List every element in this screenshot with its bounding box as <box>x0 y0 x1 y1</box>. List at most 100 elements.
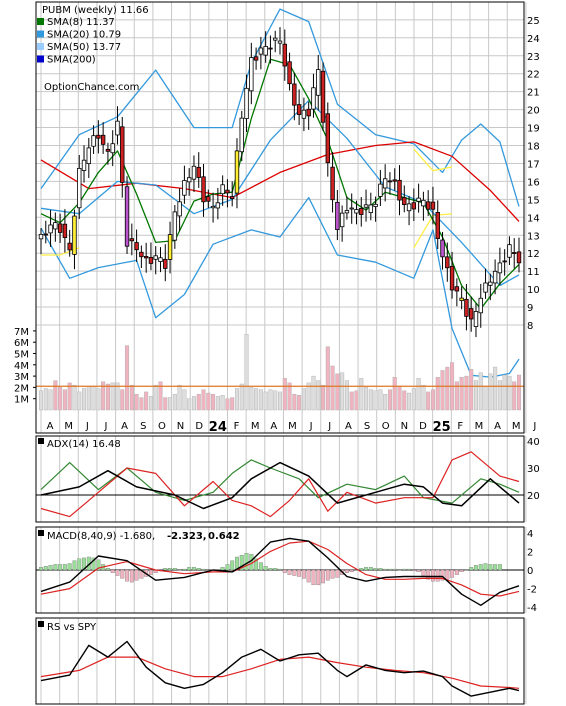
month-label: D <box>195 421 203 432</box>
volume-bar <box>168 397 173 411</box>
macd-histogram-bar <box>474 565 478 571</box>
candle-body <box>430 201 436 210</box>
volume-bar <box>148 396 153 411</box>
candle-body <box>72 215 77 255</box>
volume-bar <box>220 395 225 411</box>
month-label: F <box>457 421 463 432</box>
month-label: N <box>401 421 408 432</box>
candle-body <box>421 199 426 207</box>
candle-body <box>48 224 53 234</box>
macd-histogram-bar <box>407 568 412 571</box>
legend-swatch <box>37 30 44 38</box>
volume-bar <box>249 387 254 411</box>
macd-hist-value: 0.642 <box>208 531 240 542</box>
volume-bar <box>316 380 321 411</box>
volume-bar <box>330 365 335 411</box>
candle-body <box>344 210 350 214</box>
macd-histogram-bar <box>387 568 392 571</box>
candle-body <box>368 204 374 213</box>
volume-bar <box>373 390 378 411</box>
macd-histogram-bar <box>110 569 115 573</box>
volume-bar <box>72 384 77 411</box>
volume-bar <box>172 393 177 411</box>
volume-bar <box>292 393 297 411</box>
macd-histogram-bar <box>72 560 77 571</box>
candle-body <box>163 258 168 269</box>
macd-histogram-bar <box>325 569 330 581</box>
macd-histogram-bar <box>201 568 206 571</box>
volume-bar <box>502 374 507 411</box>
rs-legend-swatch <box>38 621 44 627</box>
candle-body <box>488 281 493 286</box>
month-label: A <box>121 421 128 432</box>
macd-histogram-bar <box>373 567 378 571</box>
volume-y-tick-label: 2M <box>14 383 29 394</box>
candle-body <box>258 47 264 55</box>
month-label: A <box>270 421 277 432</box>
macd-histogram-bar <box>177 569 182 571</box>
macd-histogram-bar <box>493 564 498 571</box>
volume-bar <box>469 369 474 411</box>
volume-y-tick-label: 7M <box>14 327 29 338</box>
candle-body <box>363 204 369 208</box>
macd-signal-value: -2.323, <box>167 531 207 542</box>
candle-body <box>38 233 44 240</box>
volume-bar <box>464 375 469 411</box>
macd-histogram-bar <box>129 569 134 583</box>
macd-histogram-bar <box>287 569 292 575</box>
macd-histogram-bar <box>134 569 139 581</box>
month-label: O <box>158 421 166 432</box>
macd-histogram-bar <box>58 564 63 571</box>
macd-histogram-bar <box>268 567 273 571</box>
candle-body <box>516 251 522 264</box>
volume-bar <box>445 366 450 411</box>
macd-histogram-bar <box>77 558 82 571</box>
macd-histogram-bar <box>192 567 196 571</box>
volume-bar <box>402 390 407 411</box>
macd-histogram-bar <box>469 567 474 571</box>
volume-bar <box>144 391 149 411</box>
macd-histogram-bar <box>292 569 297 576</box>
volume-bar <box>96 388 101 411</box>
volume-y-tick-label: 5M <box>14 350 29 361</box>
month-label: S <box>364 421 370 432</box>
candle-body <box>62 223 68 238</box>
candle-body <box>512 252 517 254</box>
volume-bar <box>397 386 402 411</box>
candle-body <box>406 203 412 212</box>
month-label: A <box>494 421 501 432</box>
volume-y-tick-label: 3M <box>14 372 29 383</box>
candle-body <box>77 167 82 209</box>
price-y-tick-label: 8 <box>527 321 533 332</box>
candle-body <box>96 134 101 139</box>
volume-bar <box>91 386 96 411</box>
volume-bar <box>234 388 239 411</box>
price-y-tick-label: 25 <box>527 16 540 27</box>
volume-bar <box>325 346 330 411</box>
volume-bar <box>110 382 115 411</box>
macd-legend-swatch <box>38 530 44 536</box>
candle-body <box>335 201 340 230</box>
volume-bar <box>187 398 192 411</box>
volume-bar <box>454 381 459 411</box>
candle-body <box>320 70 326 123</box>
bollinger-upper-line <box>40 8 520 207</box>
macd-title: MACD(8,40,9) -1.680, <box>47 531 155 542</box>
macd-histogram-bar <box>431 569 435 582</box>
volume-bar <box>512 381 517 411</box>
candle-body <box>330 166 335 201</box>
volume-bar <box>340 372 345 411</box>
macd-histogram-bar <box>244 553 249 571</box>
macd-histogram-bar <box>378 567 383 571</box>
month-label: N <box>177 421 184 432</box>
volume-bar <box>182 389 187 411</box>
macd-histogram-bar <box>48 565 53 571</box>
candle-body <box>100 134 106 145</box>
macd-histogram-bar <box>344 569 349 573</box>
volume-bar <box>244 334 249 411</box>
macd-histogram-bar <box>368 567 373 571</box>
price-y-tick-label: 9 <box>527 303 533 314</box>
volume-bar <box>215 396 220 411</box>
price-y-tick-label: 10 <box>527 285 540 296</box>
